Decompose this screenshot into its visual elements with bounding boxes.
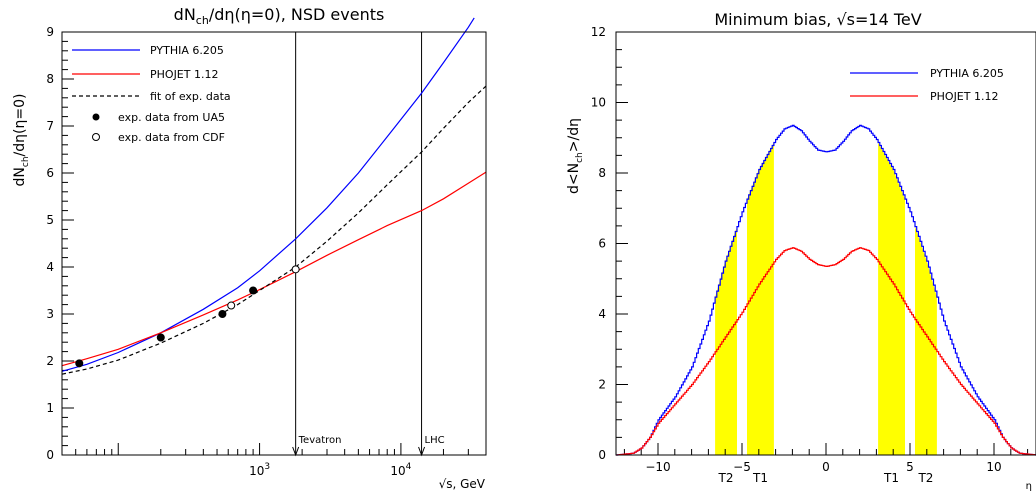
region-label-t1: T1 [883, 471, 899, 485]
left-y-tick-label: 3 [46, 307, 54, 321]
shaded-region-t1 [878, 142, 905, 455]
right-x-tick-label: −5 [733, 460, 751, 474]
right-y-tick-label: 12 [591, 25, 606, 39]
left-chart-ylabel: dNch/dη(η=0) [12, 94, 31, 187]
left-y-tick-label: 5 [46, 213, 54, 227]
legend-label-fit: fit of exp. data [150, 90, 231, 103]
right-y-tick-label: 6 [598, 237, 606, 251]
right-chart-title: Minimum bias, √s=14 TeV [714, 10, 921, 29]
left-y-tick-label: 8 [46, 72, 54, 86]
left-y-ticks: 0 1 2 3 4 5 6 7 8 9 [46, 25, 74, 462]
region-label-t2: T2 [917, 471, 933, 485]
cdf-data-point [291, 265, 300, 274]
right-region-labels: T2 T1 T1 T2 [718, 471, 934, 485]
right-series-line-1 [616, 247, 1036, 456]
left-x-tick-label: 103 [249, 462, 270, 478]
right-shaded-regions [715, 142, 937, 455]
right-series [616, 124, 1036, 456]
legend-item-cdf: exp. data from CDF [92, 131, 225, 144]
right-chart-ylabel: d<Nch>/dη [566, 118, 585, 194]
right-y-tick-label: 2 [598, 378, 606, 392]
left-chart-title: dNch/dη(η=0), NSD events [174, 5, 385, 27]
right-legend: PYTHIA 6.205 PHOJET 1.12 [850, 67, 1004, 103]
right-x-tick-label: 10 [986, 460, 1001, 474]
left-y-tick-label: 9 [46, 25, 54, 39]
right-x-tick-label: −10 [645, 460, 670, 474]
legend-item-pythia-right: PYTHIA 6.205 [850, 67, 1004, 80]
right-y-tick-label: 10 [591, 96, 606, 110]
right-chart-xlabel: η [1026, 481, 1032, 492]
legend-label-pythia-right: PYTHIA 6.205 [930, 67, 1004, 80]
left-x-tick-label: 104 [390, 462, 411, 478]
right-plot-frame [615, 31, 1036, 456]
legend-item-phojet-right: PHOJET 1.12 [850, 90, 998, 103]
ua5-data-point [218, 310, 227, 318]
left-series-line-0 [61, 17, 475, 372]
legend-item-ua5: exp. data from UA5 [92, 111, 225, 124]
left-vertical-markers: Tevatron LHC [292, 32, 445, 457]
right-y-ticks: 0 2 4 6 8 10 12 [591, 25, 628, 462]
legend-item-fit: fit of exp. data [72, 90, 231, 103]
vline-label: LHC [425, 435, 445, 446]
left-y-tick-label: 0 [46, 448, 54, 462]
legend-marker-cdf [92, 133, 100, 141]
shaded-region-t2 [915, 226, 937, 455]
legend-label-cdf: exp. data from CDF [118, 131, 225, 144]
right-x-tick-label: 5 [906, 460, 914, 474]
right-chart: Minimum bias, √s=14 TeV d<Nch>/dη 0 2 4 6 8 1… [566, 10, 1036, 492]
left-series [61, 17, 487, 375]
right-y-tick-label: 8 [598, 166, 606, 180]
left-y-tick-label: 6 [46, 166, 54, 180]
legend-item-phojet: PHOJET 1.12 [72, 68, 218, 81]
right-series-line-0 [616, 124, 1036, 456]
left-chart-xlabel: √s, GeV [439, 477, 486, 491]
right-y-tick-label: 0 [598, 448, 606, 462]
left-plot-frame [61, 31, 487, 456]
left-x-ticks: 103 104 [61, 443, 487, 478]
left-series-line-2 [61, 85, 487, 375]
legend-label-phojet: PHOJET 1.12 [150, 68, 218, 81]
left-y-tick-label: 7 [46, 119, 54, 133]
legend-label-pythia: PYTHIA 6.205 [150, 44, 224, 57]
region-label-t2: T2 [718, 471, 734, 485]
ua5-data-point [156, 333, 165, 342]
ua5-data-point [249, 286, 258, 295]
left-y-tick-label: 1 [46, 401, 54, 415]
right-y-tick-label: 4 [598, 307, 606, 321]
vline-label: Tevatron [298, 435, 342, 446]
region-label-t1: T1 [752, 471, 768, 485]
cdf-data-point [227, 301, 236, 310]
ua5-data-point [75, 359, 84, 368]
left-y-tick-label: 4 [46, 260, 54, 274]
left-data-points [75, 265, 300, 368]
legend-label-ua5: exp. data from UA5 [118, 111, 225, 124]
shaded-region-t1 [747, 142, 774, 455]
legend-marker-ua5 [92, 113, 100, 121]
left-chart: dNch/dη(η=0), NSD events dNch/dη(η=0) 01… [12, 5, 487, 491]
left-y-tick-label: 2 [46, 354, 54, 368]
legend-label-phojet-right: PHOJET 1.12 [930, 90, 998, 103]
right-x-tick-label: 0 [822, 460, 830, 474]
left-series-line-1 [61, 171, 487, 367]
right-x-ticks: −10 −5 0 5 10 [623, 443, 1029, 474]
left-legend: PYTHIA 6.205 PHOJET 1.12 fit of exp. dat… [72, 44, 231, 144]
legend-item-pythia: PYTHIA 6.205 [72, 44, 224, 57]
